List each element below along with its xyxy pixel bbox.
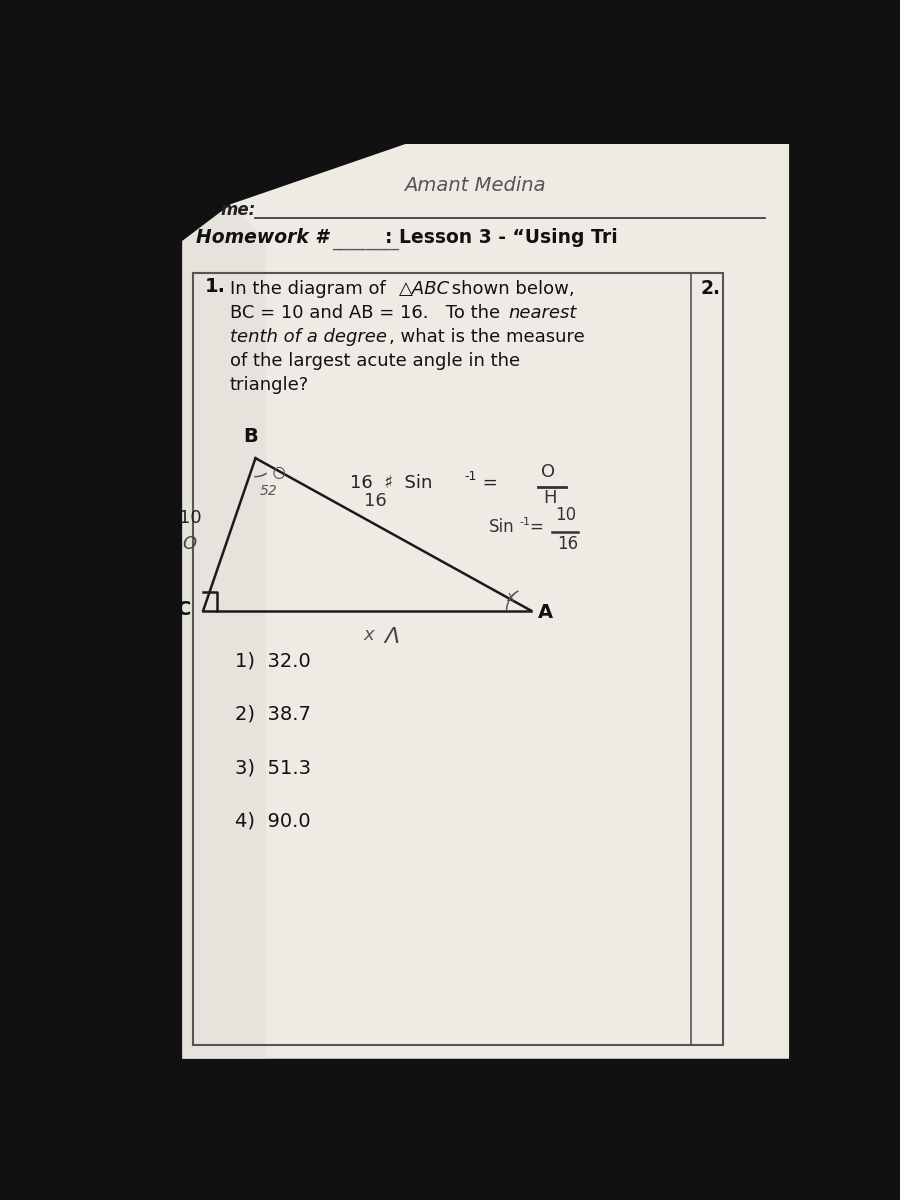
Text: △ABC: △ABC bbox=[400, 280, 450, 298]
Text: x: x bbox=[364, 626, 374, 644]
Text: O: O bbox=[182, 535, 196, 553]
Text: 10: 10 bbox=[179, 509, 202, 527]
Text: 52: 52 bbox=[260, 484, 277, 498]
Text: triangle?: triangle? bbox=[230, 376, 309, 394]
Text: 4)  90.0: 4) 90.0 bbox=[235, 812, 310, 830]
Text: 3)  51.3: 3) 51.3 bbox=[235, 758, 310, 778]
Text: of the largest acute angle in the: of the largest acute angle in the bbox=[230, 352, 520, 370]
Polygon shape bbox=[182, 144, 789, 1058]
Text: 16: 16 bbox=[557, 535, 579, 553]
Text: BC = 10 and AB = 16.   To the: BC = 10 and AB = 16. To the bbox=[230, 304, 506, 322]
Text: Homework #: Homework # bbox=[196, 228, 328, 247]
Text: =: = bbox=[477, 474, 498, 492]
Text: 16  ♯  Sin: 16 ♯ Sin bbox=[349, 474, 432, 492]
Text: -1: -1 bbox=[464, 470, 477, 484]
Text: 1)  32.0: 1) 32.0 bbox=[235, 652, 310, 670]
Text: -1: -1 bbox=[519, 517, 530, 527]
Text: , what is the measure: , what is the measure bbox=[389, 328, 584, 346]
Text: shown below,: shown below, bbox=[446, 280, 574, 298]
Text: Amant Medina: Amant Medina bbox=[404, 176, 546, 196]
Text: nearest: nearest bbox=[508, 304, 577, 322]
Text: 10: 10 bbox=[555, 506, 577, 524]
Text: tenth of a degree: tenth of a degree bbox=[230, 328, 387, 346]
Text: me:: me: bbox=[220, 202, 256, 220]
Text: : Lesson 3 - “Using Tri: : Lesson 3 - “Using Tri bbox=[384, 228, 617, 247]
Text: Sin: Sin bbox=[490, 518, 515, 536]
Text: In the diagram of: In the diagram of bbox=[230, 280, 392, 298]
Text: B: B bbox=[243, 426, 257, 445]
Text: 2.: 2. bbox=[700, 278, 721, 298]
Text: Λ: Λ bbox=[384, 626, 400, 647]
Text: 16: 16 bbox=[364, 492, 386, 510]
Text: x: x bbox=[507, 590, 515, 605]
Text: C: C bbox=[176, 600, 191, 619]
Text: =: = bbox=[529, 518, 543, 536]
Text: A: A bbox=[538, 604, 554, 622]
Text: 2)  38.7: 2) 38.7 bbox=[235, 704, 310, 724]
Polygon shape bbox=[182, 204, 266, 1058]
Text: O: O bbox=[542, 463, 555, 481]
Text: H: H bbox=[543, 488, 556, 506]
Text: ________: ________ bbox=[332, 232, 400, 250]
Text: 1.: 1. bbox=[204, 277, 226, 296]
